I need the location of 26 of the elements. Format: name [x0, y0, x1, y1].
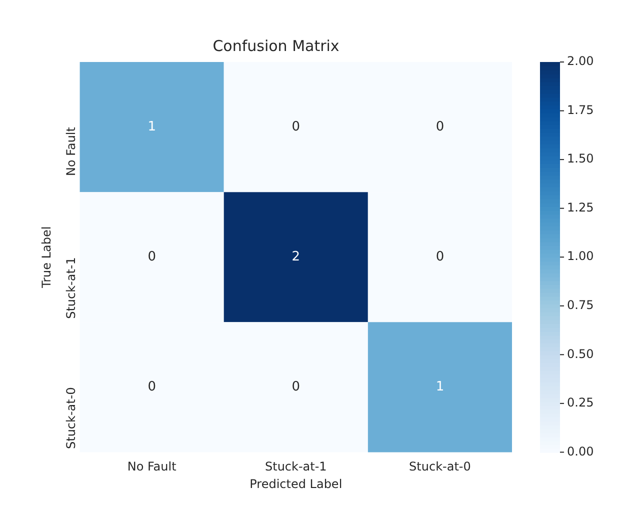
data-label: 1 [436, 380, 444, 395]
data-label: 2 [292, 249, 300, 264]
data-label: 0 [436, 119, 444, 134]
color-bar-label: 1.00 [567, 249, 594, 264]
color-bar-label: 0.25 [567, 396, 594, 410]
data-label: 0 [436, 249, 444, 264]
color-bar-label: 1.75 [567, 102, 594, 117]
chart-title: Confusion Matrix [212, 36, 340, 55]
x-tick-label: Stuck-at-1 [264, 460, 327, 474]
data-label: 0 [292, 119, 300, 134]
data-label: 0 [148, 380, 156, 395]
data-label: 0 [148, 249, 156, 264]
color-bar-label: 0.00 [567, 444, 594, 458]
color-bar-label: 1.25 [567, 200, 594, 214]
y-axis-title: True Label [39, 226, 54, 289]
color-bar-label: 0.50 [567, 346, 594, 361]
x-axis-title: Predicted Label [250, 476, 342, 491]
color-bar-label: 2.00 [567, 54, 594, 68]
data-label: 0 [292, 380, 300, 395]
x-tick-label: No Fault [127, 460, 177, 474]
color-bar-label: 1.50 [567, 152, 594, 166]
color-bar-label: 0.75 [567, 298, 594, 312]
data-label: 1 [148, 119, 156, 134]
y-tick-label: No Fault [64, 126, 78, 176]
y-tick-label: Stuck-at-1 [64, 257, 78, 319]
x-tick-label: Stuck-at-0 [409, 460, 471, 474]
